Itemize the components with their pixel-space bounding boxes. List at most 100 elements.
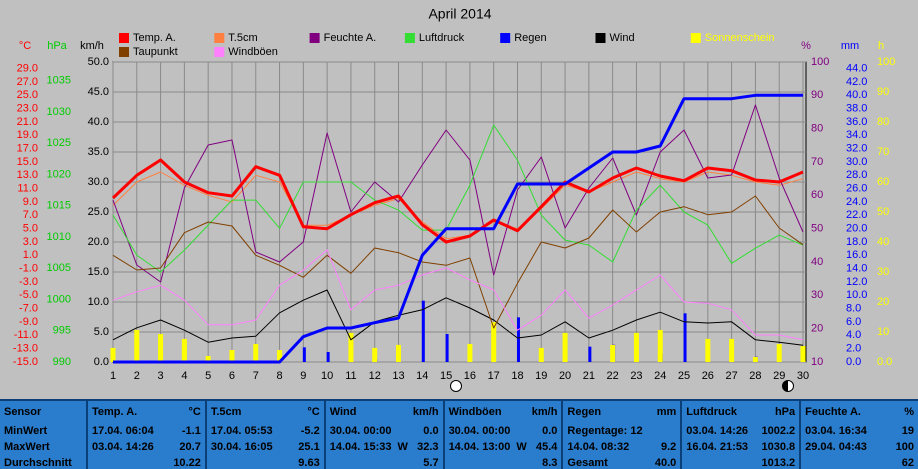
y-tick-label: 80 xyxy=(811,123,823,135)
y-tick-label: 27.0 xyxy=(17,76,38,88)
y-tick-label: 30.0 xyxy=(88,176,109,188)
y-tick-label: 11.0 xyxy=(17,183,38,195)
header-cell: Feuchte A.% xyxy=(801,401,918,423)
y-tick-label: 20.0 xyxy=(846,223,867,235)
moon-new-light xyxy=(788,381,793,391)
series-line xyxy=(112,249,804,341)
y-tick-label: 24.0 xyxy=(846,196,867,208)
x-tick-label: 18 xyxy=(511,370,523,382)
cell-time: 30.04. 00:00 xyxy=(329,425,392,437)
legend-swatch xyxy=(119,47,129,57)
series-line xyxy=(112,171,804,240)
cell-time: 03.04. 16:34 xyxy=(805,425,867,437)
x-tick-label: 1 xyxy=(110,370,116,382)
series-line xyxy=(113,93,803,364)
cell-time: 14.04. 13:00 xyxy=(448,441,511,453)
table-cell: 10.22 xyxy=(88,455,205,469)
cell-dir: W xyxy=(397,441,408,453)
y-tick-label: 25.0 xyxy=(17,89,38,101)
cell-value: 1013.2 xyxy=(761,457,796,469)
rain-bar xyxy=(516,317,520,362)
axis-unit: km/h xyxy=(80,40,104,52)
table-cell: 17.04. 05:53 -5.2 xyxy=(206,423,324,439)
y-tick-label: 18.0 xyxy=(846,236,867,248)
table-cell: 16.04. 21:53 1030.8 xyxy=(682,439,800,455)
y-tick-label: 40 xyxy=(877,236,889,248)
rain-bar xyxy=(683,313,687,362)
moon-full xyxy=(450,380,462,392)
y-tick-label: 1015 xyxy=(47,200,71,212)
bar xyxy=(776,344,782,362)
header-cell: Windböen km/h xyxy=(444,401,562,423)
table-cell: 29.04. 04:43 100 xyxy=(801,439,918,455)
bar xyxy=(134,329,140,362)
y-tick-label: 1010 xyxy=(47,231,71,243)
cell-value: 32.3 xyxy=(417,441,439,453)
legend-label: Regen xyxy=(514,32,546,44)
bar xyxy=(253,344,259,362)
x-tick-label: 12 xyxy=(369,370,381,382)
x-tick-label: 7 xyxy=(253,370,259,382)
cell-time: Gesamt xyxy=(567,457,608,469)
bar xyxy=(538,347,544,362)
y-tick-label: 0.0 xyxy=(94,356,109,368)
x-tick-label: 22 xyxy=(607,370,619,382)
y-tick-label: 1020 xyxy=(47,168,71,180)
x-tick-label: 29 xyxy=(773,370,785,382)
y-tick-label: 19.0 xyxy=(17,129,38,141)
cell-value: 45.4 xyxy=(536,441,558,453)
table-cell: 62 xyxy=(801,455,918,469)
y-tick-label: 32.0 xyxy=(846,143,867,155)
bar xyxy=(705,338,711,362)
y-tick-label: 0.0 xyxy=(846,356,861,368)
y-tick-label: 15.0 xyxy=(17,156,38,168)
y-tick-label: 9.0 xyxy=(23,196,38,208)
cell-value: 8.3 xyxy=(542,457,558,469)
table-cell: Gesamt 40.0 xyxy=(563,455,681,469)
y-tick-label: 7.0 xyxy=(23,209,38,221)
cell-value: 20.7 xyxy=(179,441,201,453)
legend-label: Taupunkt xyxy=(133,46,178,58)
x-tick-label: 25 xyxy=(678,370,690,382)
y-tick-label: 26.0 xyxy=(846,183,867,195)
legend-label: Luftdruck xyxy=(419,32,465,44)
y-tick-label: 22.0 xyxy=(846,209,867,221)
bar xyxy=(277,350,283,362)
y-tick-label: 1.0 xyxy=(23,249,38,261)
cell-value: -1.1 xyxy=(181,425,201,437)
y-tick-label: -5.0 xyxy=(19,289,38,301)
x-tick-label: 5 xyxy=(205,370,211,382)
cell-value: 1030.8 xyxy=(761,441,796,453)
y-tick-label: 50 xyxy=(877,206,889,218)
cell-value: 10.22 xyxy=(173,457,201,469)
y-tick-label: 0.0 xyxy=(877,356,892,368)
y-tick-label: 5.0 xyxy=(23,223,38,235)
x-tick-label: 2 xyxy=(134,370,140,382)
cell-time: 03.04. 14:26 xyxy=(686,425,749,437)
x-tick-label: 17 xyxy=(488,370,500,382)
chart: April 2014 °C -15.0-13.0 -11.0-9.0-7.0 -5.0… xyxy=(13,6,895,392)
y-tick-label: -15.0 xyxy=(13,356,38,368)
y-tick-label: 45.0 xyxy=(88,86,109,98)
cell-value: 1002.2 xyxy=(761,425,796,437)
y-tick-label: 70 xyxy=(877,146,889,158)
cell-time: 03.04. 14:26 xyxy=(92,441,154,453)
axis-unit: % xyxy=(801,40,811,52)
bar xyxy=(800,346,806,362)
cell-value: 5.7 xyxy=(423,457,439,469)
rain-bar xyxy=(302,347,306,362)
y-tick-label: 1035 xyxy=(47,75,71,87)
y-tick-label: 4.0 xyxy=(846,329,861,341)
bar xyxy=(633,332,639,362)
row-label: MinWert xyxy=(4,425,48,437)
y-tick-label: -1.0 xyxy=(19,263,38,275)
bar xyxy=(657,329,663,362)
x-tick-label: 24 xyxy=(654,370,666,382)
y-tick-label: 8.0 xyxy=(846,303,861,315)
y-tick-label: 35.0 xyxy=(88,146,109,158)
header-cell: Temp. A. °C xyxy=(88,401,205,423)
table-cell: 30.04. 16:05 25.1 xyxy=(206,439,324,455)
y-tick-label: 40.0 xyxy=(846,89,867,101)
x-tick-label: 19 xyxy=(535,370,547,382)
